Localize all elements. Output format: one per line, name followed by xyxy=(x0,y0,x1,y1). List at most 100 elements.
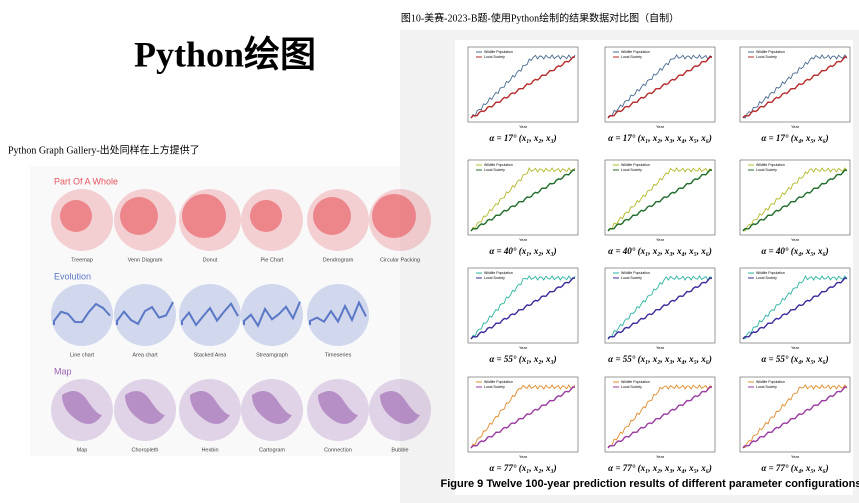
society-line xyxy=(742,56,848,119)
icon-label: Cartogram xyxy=(259,447,285,453)
wildlife-line xyxy=(607,54,713,117)
society-line xyxy=(607,56,713,119)
x-axis-label: Year xyxy=(656,237,665,242)
icon-bg xyxy=(51,284,113,346)
legend-label: Wildlife Population xyxy=(484,50,513,54)
legend-label: Local Society xyxy=(484,276,505,280)
icon-label: Hexbin xyxy=(201,447,218,453)
icon-shape xyxy=(125,391,165,424)
x-axis-label: Year xyxy=(656,454,665,459)
section-title: Part Of A Whole xyxy=(54,176,118,186)
x-axis-label: Year xyxy=(791,345,800,350)
icon-shape xyxy=(318,391,358,424)
wildlife-line xyxy=(470,166,576,232)
panel-caption: α = 55° (x₁, x₂, x₃, x₄, x₅, x₆) xyxy=(608,354,712,364)
section-title: Evolution xyxy=(54,271,91,281)
x-axis-label: Year xyxy=(791,237,800,242)
icon-label: Donut xyxy=(203,257,218,263)
icon-label: Streamgraph xyxy=(256,352,288,358)
icon-shape xyxy=(116,301,174,326)
x-axis-label: Year xyxy=(519,454,528,459)
figure-caption: Figure 9 Twelve 100-year prediction resu… xyxy=(441,478,859,490)
panel-caption: α = 40° (x₁, x₂, x₃, x₄, x₅, x₆) xyxy=(608,246,712,256)
icon-shape xyxy=(190,391,230,424)
icon-shape xyxy=(60,200,92,232)
icon-label: Stacked Area xyxy=(194,352,228,358)
x-axis-label: Year xyxy=(519,345,528,350)
wildlife-line xyxy=(607,275,713,338)
icon-shape xyxy=(372,194,416,238)
icon-shape xyxy=(62,391,102,424)
icon-label: Treemap xyxy=(71,257,93,263)
wildlife-line xyxy=(742,167,848,232)
icon-shape xyxy=(309,300,367,325)
icon-shape xyxy=(53,302,111,325)
icon-shape xyxy=(252,391,292,424)
society-line xyxy=(607,277,713,340)
icon-shape xyxy=(182,194,226,238)
panel-caption: α = 55° (x₁, x₂, x₃) xyxy=(489,354,556,364)
wildlife-line xyxy=(470,54,576,119)
wildlife-line xyxy=(608,167,713,230)
icon-label: Circular Packing xyxy=(380,257,420,263)
legend-label: Wildlife Population xyxy=(621,380,650,384)
icon-shape xyxy=(250,200,282,232)
icon-label: Bubble xyxy=(391,447,408,453)
slide-title: Python绘图 xyxy=(134,34,316,74)
legend-label: Local Society xyxy=(756,385,777,389)
icon-label: Venn Diagram xyxy=(128,257,163,263)
gallery-caption: Python Graph Gallery-出处同样在上方提供了 xyxy=(8,143,200,156)
legend-label: Wildlife Population xyxy=(484,380,513,384)
icon-shape xyxy=(181,302,239,327)
panel-caption: α = 17° (x₄, x₅, x₆) xyxy=(761,133,828,143)
panel-caption: α = 40° (x₁, x₂, x₃) xyxy=(489,246,556,256)
legend-label: Local Society xyxy=(621,385,642,389)
panel-caption: α = 77° (x₄, x₅, x₆) xyxy=(761,463,828,473)
society-line xyxy=(607,386,713,449)
legend-label: Wildlife Population xyxy=(756,380,785,384)
panel-caption: α = 55° (x₄, x₅, x₆) xyxy=(761,354,828,364)
society-line xyxy=(470,169,576,232)
x-axis-label: Year xyxy=(656,124,665,129)
legend-label: Local Society xyxy=(621,55,642,59)
panel-caption: α = 17° (x₁, x₂, x₃) xyxy=(489,133,556,143)
icon-label: Dendrogram xyxy=(323,257,354,263)
icon-label: Choropleth xyxy=(132,447,159,453)
wildlife-line xyxy=(470,384,576,449)
society-line xyxy=(607,169,713,232)
society-line xyxy=(742,169,848,232)
legend-label: Local Society xyxy=(621,276,642,280)
wildlife-line xyxy=(470,275,576,340)
wildlife-line xyxy=(607,384,713,447)
legend-label: Wildlife Population xyxy=(621,50,650,54)
icon-label: Pie Chart xyxy=(261,257,284,263)
legend-label: Local Society xyxy=(484,385,505,389)
legend-label: Local Society xyxy=(756,55,777,59)
icon-bg xyxy=(179,284,241,346)
society-line xyxy=(742,386,848,449)
legend-label: Wildlife Population xyxy=(484,271,513,275)
x-axis-label: Year xyxy=(791,124,800,129)
figure-top-caption: 图10-美赛-2023-B题-使用Python绘制的结果数据对比图（自制） xyxy=(401,11,679,24)
panel-caption: α = 77° (x₁, x₂, x₃) xyxy=(489,463,556,473)
icon-shape xyxy=(120,197,158,235)
icon-label: Area chart xyxy=(132,352,158,358)
legend-label: Wildlife Population xyxy=(621,163,650,167)
legend-label: Local Society xyxy=(484,55,505,59)
society-line xyxy=(470,277,576,340)
legend-label: Wildlife Population xyxy=(756,163,785,167)
society-line xyxy=(470,56,576,119)
society-line xyxy=(742,277,848,340)
legend-label: Wildlife Population xyxy=(756,271,785,275)
legend-label: Local Society xyxy=(756,168,777,172)
wildlife-line xyxy=(742,54,848,119)
x-axis-label: Year xyxy=(519,124,528,129)
society-line xyxy=(470,386,576,449)
legend-label: Wildlife Population xyxy=(484,163,513,167)
icon-bg xyxy=(114,284,176,346)
legend-label: Wildlife Population xyxy=(621,271,650,275)
section-title: Map xyxy=(54,366,72,376)
icon-label: Map xyxy=(77,447,88,453)
legend-label: Local Society xyxy=(756,276,777,280)
